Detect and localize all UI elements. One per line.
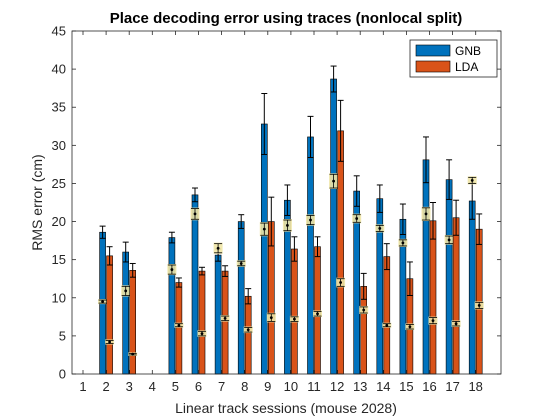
y-tick-label-35: 35: [52, 100, 66, 115]
bar-lda-10: [291, 248, 298, 375]
bar-lda-6: [198, 270, 206, 375]
shuffle-marker-lda-9: [269, 316, 273, 319]
legend-label-gnb: GNB: [455, 44, 481, 58]
bar-lda-3: [129, 270, 136, 375]
shuffle-marker-lda-10: [293, 317, 296, 321]
y-tick-label-10: 10: [52, 290, 66, 305]
shuffle-marker-lda-11: [316, 312, 319, 316]
shuffle-marker-lda-12: [339, 281, 342, 284]
y-tick-label-25: 25: [52, 176, 66, 191]
x-tick-label-5: 5: [172, 379, 179, 394]
shuffle-marker-lda-13: [362, 308, 366, 312]
legend-swatch-lda: [415, 60, 451, 73]
shuffle-marker-lda-5: [177, 323, 181, 327]
shuffle-marker-gnb-11: [309, 218, 312, 222]
shuffle-marker-gnb-12: [332, 179, 335, 183]
bar-gnb-3: [122, 251, 129, 375]
x-tick-label-16: 16: [422, 379, 436, 394]
x-tick-label-4: 4: [149, 379, 156, 394]
shuffle-marker-lda-15: [408, 325, 412, 329]
bar-lda-8: [244, 295, 252, 375]
x-tick-label-15: 15: [399, 379, 413, 394]
x-axis-label: Linear track sessions (mouse 2028): [175, 400, 397, 416]
legend-label-lda: LDA: [455, 60, 478, 74]
bar-lda-2: [106, 255, 113, 375]
axes-box: [71, 30, 502, 375]
x-tick-label-3: 3: [126, 379, 133, 394]
shuffle-marker-gnb-18: [470, 178, 474, 182]
bar-gnb-6: [191, 194, 199, 375]
y-tick-label-45: 45: [52, 24, 66, 39]
bar-gnb-9: [260, 123, 268, 375]
shuffle-marker-gnb-5: [170, 268, 174, 271]
bar-gnb-18: [468, 200, 476, 375]
x-tick-label-1: 1: [79, 379, 86, 394]
x-tick-label-9: 9: [264, 379, 271, 394]
shuffle-marker-lda-18: [477, 304, 481, 307]
bar-gnb-11: [307, 136, 314, 375]
y-tick-label-5: 5: [59, 328, 66, 343]
shuffle-marker-gnb-6: [193, 212, 197, 216]
x-tick-label-17: 17: [445, 379, 459, 394]
bar-gnb-16: [422, 159, 430, 375]
bar-lda-7: [221, 270, 229, 375]
x-tick-label-14: 14: [376, 379, 390, 394]
bars-layer: [98, 65, 484, 375]
bar-lda-5: [175, 282, 183, 375]
y-tick-label-20: 20: [52, 214, 66, 229]
legend: GNB LDA: [409, 39, 498, 78]
x-tick-label-11: 11: [307, 379, 321, 394]
y-tick-label-30: 30: [52, 138, 66, 153]
x-tick-label-18: 18: [468, 379, 482, 394]
legend-swatch-gnb: [415, 44, 451, 57]
bar-gnb-12: [330, 78, 337, 375]
shuffle-marker-gnb-14: [378, 227, 382, 230]
x-tick-label-10: 10: [284, 379, 298, 394]
shuffle-marker-gnb-8: [239, 262, 243, 265]
y-axis-label: RMS error (cm): [29, 154, 45, 250]
shuffle-marker-gnb-15: [401, 241, 405, 245]
shuffle-marker-gnb-16: [424, 212, 428, 216]
shuffle-marker-gnb-7: [216, 246, 220, 250]
x-tick-label-6: 6: [195, 379, 202, 394]
shuffle-marker-lda-17: [454, 322, 458, 326]
shuffle-marker-lda-2: [108, 340, 111, 344]
shuffle-marker-gnb-2: [101, 300, 104, 303]
shuffle-marker-lda-16: [431, 319, 435, 323]
shuffle-marker-gnb-17: [447, 238, 451, 242]
shuffle-marker-lda-7: [223, 316, 227, 320]
chart-title: Place decoding error using traces (nonlo…: [110, 10, 463, 27]
bar-lda-11: [314, 246, 321, 375]
bar-gnb-7: [214, 254, 222, 375]
bar-gnb-8: [237, 221, 245, 375]
x-tick-label-7: 7: [218, 379, 225, 394]
shuffle-marker-lda-8: [246, 328, 250, 332]
y-tick-label-40: 40: [52, 62, 66, 77]
bar-lda-17: [452, 217, 460, 375]
shuffle-marker-gnb-10: [286, 223, 289, 227]
bar-lda-14: [383, 256, 391, 375]
x-tick-label-2: 2: [102, 379, 109, 394]
x-tick-label-8: 8: [241, 379, 248, 394]
bar-lda-16: [429, 220, 437, 375]
y-tick-label-15: 15: [52, 252, 66, 267]
y-tick-label-0: 0: [59, 367, 66, 382]
shuffle-marker-gnb-3: [124, 289, 128, 293]
shuffle-marker-lda-6: [200, 332, 204, 336]
bar-gnb-17: [445, 179, 453, 375]
bar-lda-12: [337, 130, 344, 375]
shuffle-marker-lda-3: [131, 352, 135, 356]
shuffle-marker-gnb-13: [355, 217, 359, 220]
x-tick-label-13: 13: [353, 379, 367, 394]
bar-gnb-5: [168, 237, 176, 375]
shuffle-marker-gnb-9: [262, 227, 266, 231]
shuffle-marker-lda-14: [385, 323, 389, 327]
x-tick-label-12: 12: [330, 379, 344, 394]
